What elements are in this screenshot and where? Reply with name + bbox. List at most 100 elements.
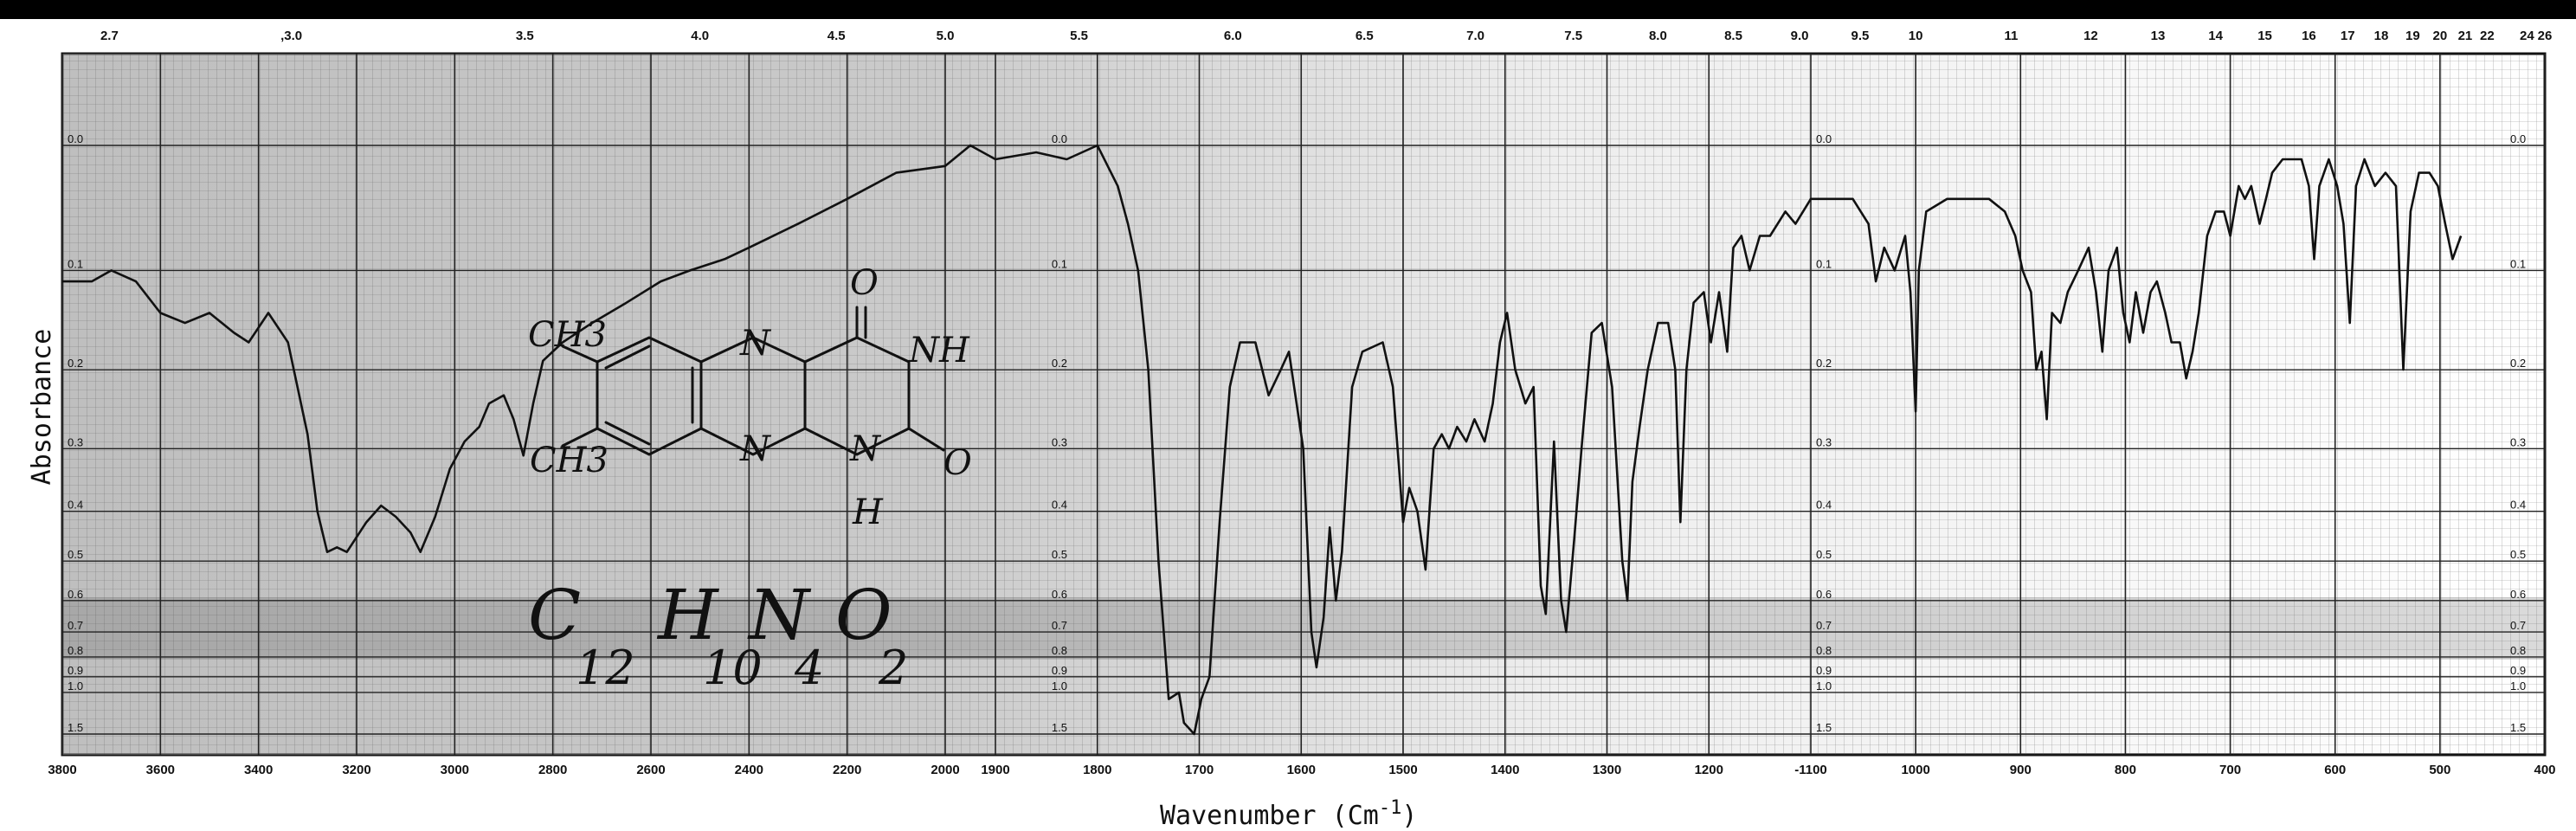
micron-tick-label: 10 — [1909, 29, 1923, 43]
absorbance-tick-label: 0.7 — [68, 619, 83, 632]
absorbance-tick-label: 0.6 — [1816, 588, 1832, 601]
absorbance-tick-label: 0.5 — [1052, 548, 1067, 561]
formula-c: C — [528, 575, 581, 655]
x-axis-title-close: ) — [1401, 801, 1417, 831]
atom-o-right: O — [943, 443, 972, 483]
atom-ch3-top: CH3 — [528, 315, 607, 355]
absorbance-tick-label: 1.5 — [1052, 721, 1067, 734]
absorbance-tick-label: 0.3 — [2510, 435, 2526, 448]
micron-tick-label: 17 — [2341, 29, 2355, 43]
wavenumber-tick-label: 2000 — [931, 763, 959, 777]
formula-c-count: 12 — [576, 641, 635, 695]
absorbance-tick-label: 0.8 — [1816, 644, 1832, 657]
absorbance-tick-label: 0.4 — [2510, 499, 2526, 512]
absorbance-tick-label: 0.7 — [2510, 619, 2526, 632]
wavenumber-tick-label: 3000 — [441, 763, 469, 777]
formula-o: O — [835, 575, 892, 655]
micron-tick-label: 21 — [2458, 29, 2473, 43]
formula-n-count: 4 — [794, 641, 824, 695]
absorbance-tick-label: 0.2 — [2510, 357, 2526, 370]
formula-n: N — [747, 575, 812, 655]
absorbance-tick-label: 0.2 — [1816, 357, 1832, 370]
micron-tick-label: 3.5 — [516, 29, 534, 43]
wavenumber-tick-label: 900 — [2010, 763, 2032, 777]
wavenumber-tick-label: 1400 — [1491, 763, 1519, 777]
absorbance-tick-label: 0.1 — [2510, 257, 2526, 270]
absorbance-tick-label: 1.0 — [68, 680, 83, 692]
micron-tick-label: 20 — [2433, 29, 2448, 43]
wavenumber-tick-label: 2400 — [735, 763, 763, 777]
wavenumber-tick-label: 1900 — [981, 763, 1009, 777]
y-axis-title: Absorbance — [27, 329, 57, 486]
wavenumber-tick-label: 3400 — [244, 763, 273, 777]
wavenumber-tick-label: 400 — [2534, 763, 2555, 777]
major-grid — [61, 54, 2546, 755]
absorbance-tick-label: 0.7 — [1816, 619, 1832, 632]
wavenumber-tick-label: 800 — [2115, 763, 2136, 777]
micron-tick-label: 26 — [2538, 29, 2553, 43]
wavenumber-tick-label: 1300 — [1593, 763, 1621, 777]
plot-area — [61, 52, 2547, 757]
molecular-formula: C 12 H 10 N 4 O 2 — [528, 575, 908, 695]
absorbance-tick-label: 0.7 — [1052, 619, 1067, 632]
atom-nh-top: NH — [908, 331, 970, 370]
absorbance-tick-label: 1.0 — [1052, 680, 1067, 692]
wavenumber-tick-label: 1700 — [1185, 763, 1214, 777]
absorbance-tick-label: 0.4 — [1052, 499, 1067, 512]
micron-tick-label: 16 — [2302, 29, 2316, 43]
micron-tick-label: 9.0 — [1791, 29, 1809, 43]
atom-n-amide: N — [849, 429, 882, 469]
absorbance-tick-label: 0.5 — [1816, 548, 1832, 561]
micron-tick-label: 5.5 — [1070, 29, 1088, 43]
absorbance-tick-label: 0.2 — [1052, 357, 1067, 370]
micron-tick-label: 7.0 — [1466, 29, 1484, 43]
atom-o-top: O — [850, 263, 879, 303]
wavenumber-tick-label: 500 — [2429, 763, 2450, 777]
structure-bonds — [561, 306, 945, 456]
wavenumber-tick-label: 3600 — [146, 763, 175, 777]
absorbance-tick-label: 0.3 — [68, 435, 83, 448]
wavenumber-tick-label: 1600 — [1287, 763, 1316, 777]
absorbance-tick-label: 0.5 — [68, 548, 83, 561]
micron-tick-label: 22 — [2480, 29, 2495, 43]
absorbance-tick-label: 0.3 — [1816, 435, 1832, 448]
micron-tick-label: 24 — [2520, 29, 2534, 43]
fine-grid — [62, 54, 2545, 755]
absorbance-tick-label: 1.5 — [2510, 721, 2526, 734]
formula-o-count: 2 — [878, 641, 908, 695]
micron-tick-label: 4.0 — [691, 29, 709, 43]
micron-tick-label: 11 — [2004, 29, 2018, 43]
wavenumber-tick-label: 1800 — [1083, 763, 1111, 777]
top-border-bar — [0, 0, 2576, 19]
absorbance-tick-label: 0.8 — [68, 644, 83, 657]
wavenumber-axis-labels: 3800 3600 3400 3200 3000 2800 2600 2400 2200 2000… — [48, 763, 2555, 777]
absorbance-tick-label: 1.5 — [68, 721, 83, 734]
absorbance-tick-label: 0.4 — [1816, 499, 1832, 512]
micron-tick-label: 7.5 — [1564, 29, 1582, 43]
x-axis-title-main: Wavenumber (Cm — [1160, 801, 1379, 831]
micron-tick-label: 9.5 — [1852, 29, 1870, 43]
wavenumber-tick-label: 1500 — [1388, 763, 1417, 777]
absorbance-tick-label: 0.9 — [2510, 664, 2526, 677]
absorbance-tick-label: 0.8 — [2510, 644, 2526, 657]
atom-ch3-bottom: CH3 — [530, 441, 609, 480]
absorbance-tick-label: 1.5 — [1816, 721, 1832, 734]
absorbance-tick-label: 0.1 — [1816, 257, 1832, 270]
absorbance-tick-label: 0.2 — [68, 357, 83, 370]
absorbance-tick-label: 1.0 — [1816, 680, 1832, 692]
micron-tick-label: 19 — [2405, 29, 2420, 43]
absorbance-tick-label: 0.0 — [2510, 132, 2526, 145]
absorbance-tick-label: 0.0 — [1052, 132, 1067, 145]
atom-h-amide: H — [852, 493, 884, 532]
absorbance-tick-label: 1.0 — [2510, 680, 2526, 692]
wavenumber-tick-label: 1200 — [1695, 763, 1723, 777]
dense-absorbance-band — [62, 597, 2545, 660]
absorbance-tick-label: 0.4 — [68, 499, 83, 512]
micron-tick-label: 5.0 — [937, 29, 955, 43]
absorbance-tick-label: 0.9 — [68, 664, 83, 677]
spectrum-line — [62, 144, 2463, 736]
absorbance-tick-label: 0.3 — [1052, 435, 1067, 448]
micron-tick-label: 18 — [2374, 29, 2389, 43]
wavenumber-tick-label: 3200 — [342, 763, 370, 777]
